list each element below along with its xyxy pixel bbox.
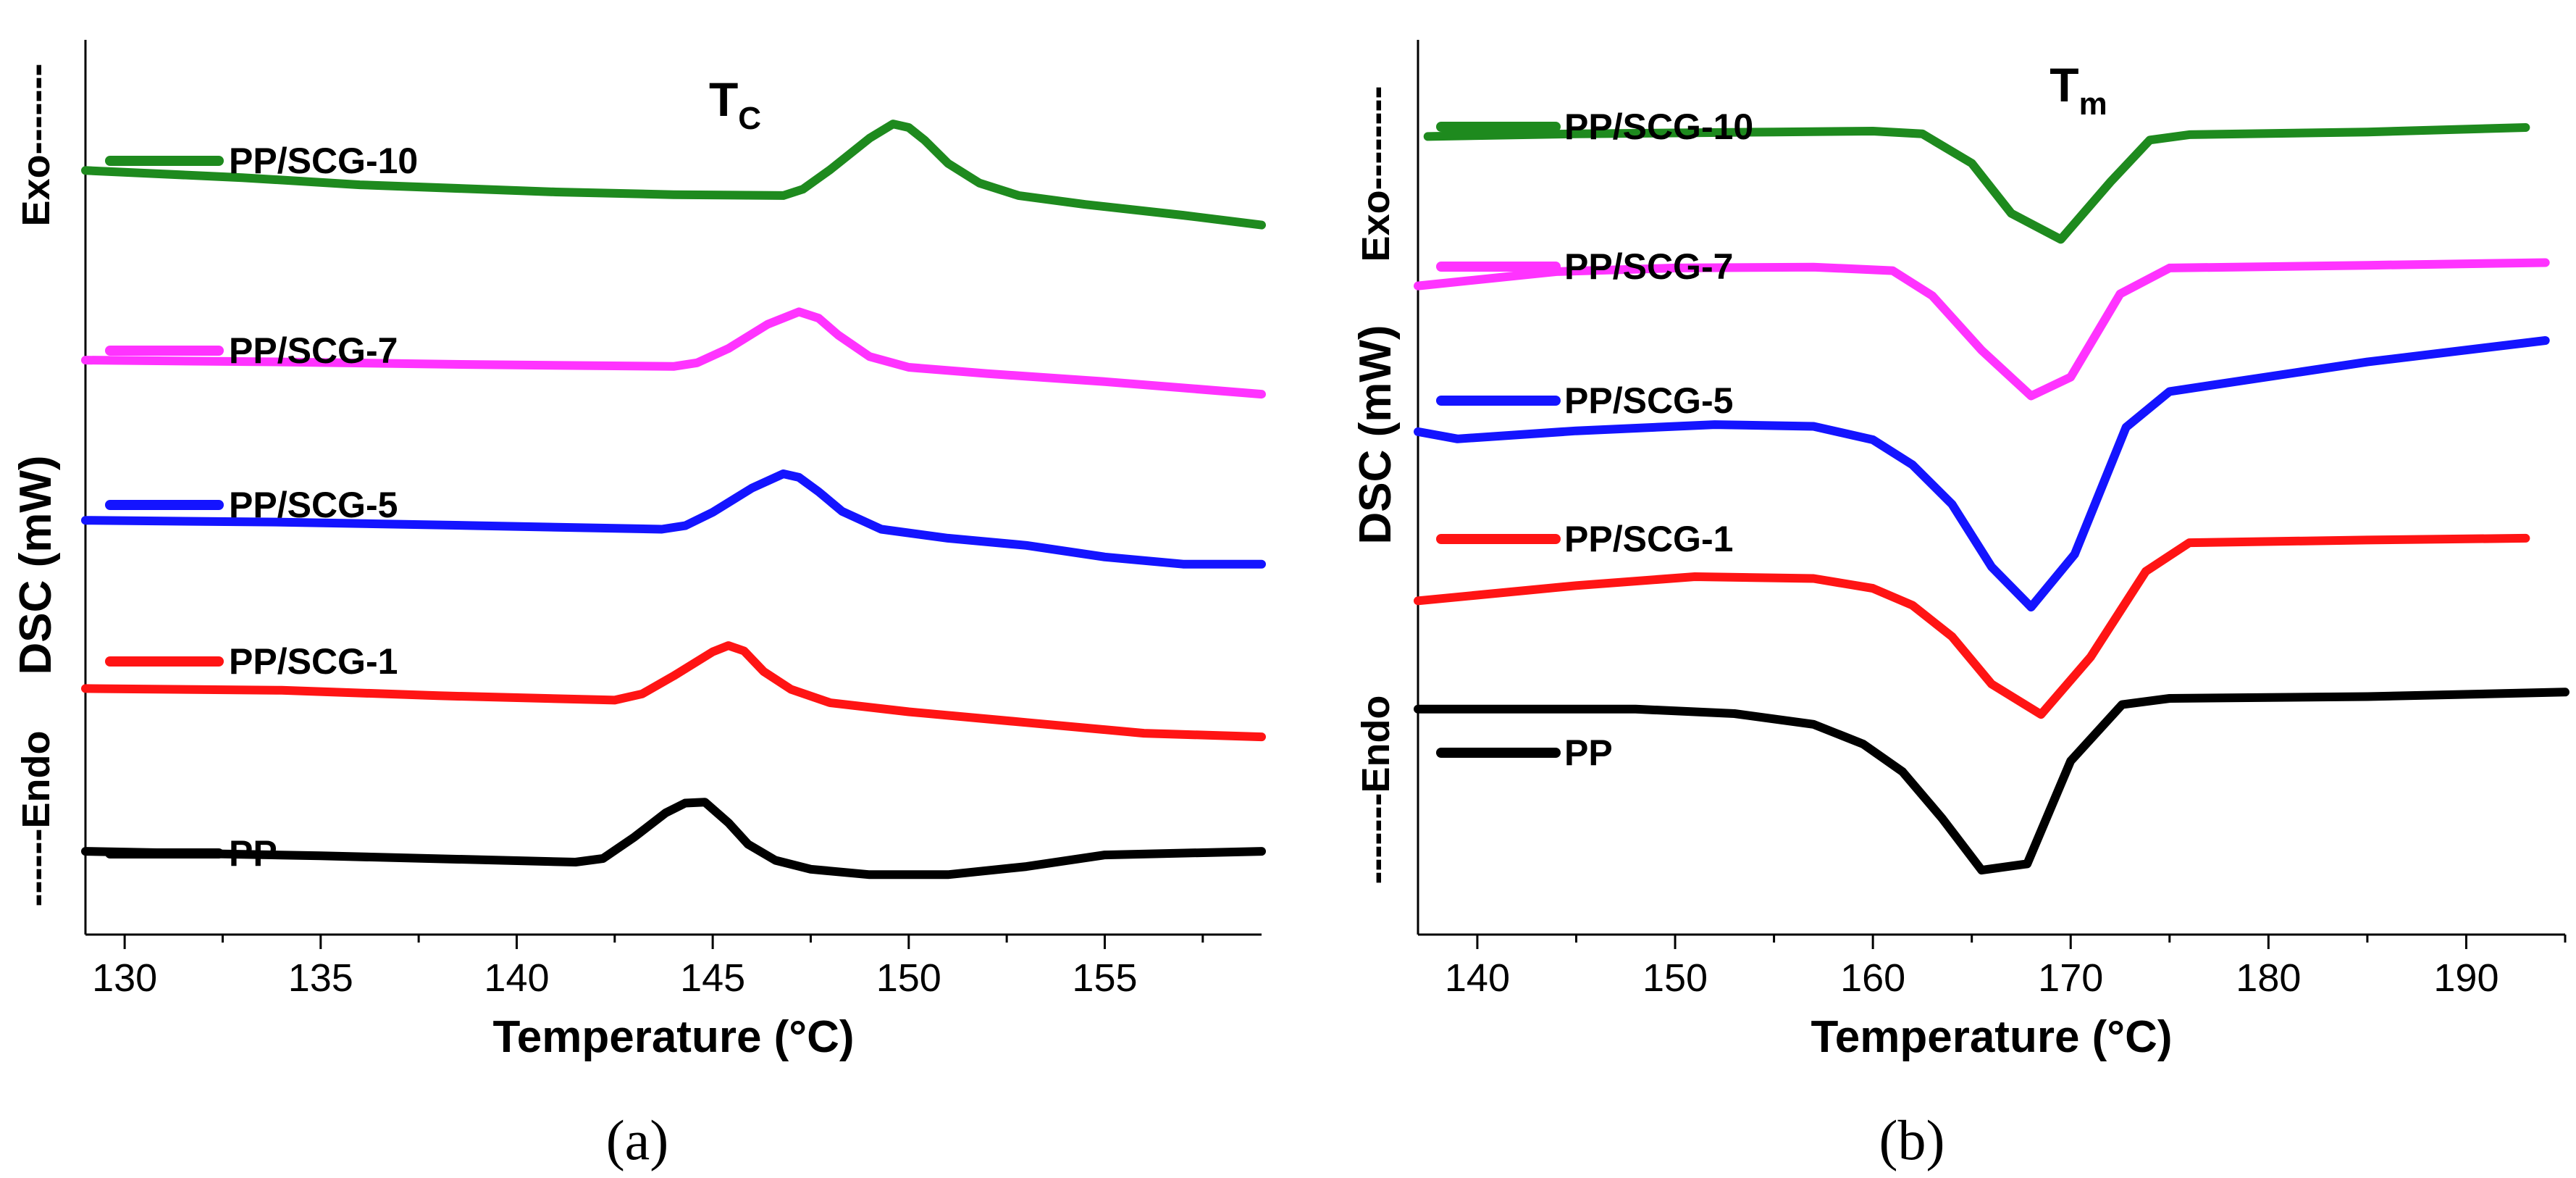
panel-b-x-tick-label: 150 (1642, 956, 1708, 1000)
panel-a-legend-label-pp-scg-1: PP/SCG-1 (229, 641, 398, 682)
panel-a-legend-label-pp-scg-10: PP/SCG-10 (229, 141, 418, 181)
panel-a-series-pp (81, 798, 1266, 880)
panel-b-exo-label: Exo-------- (1354, 86, 1398, 262)
panel-b-y-axis-title: DSC (mW) (1351, 325, 1401, 544)
panel-a-x-tick-label: 130 (92, 956, 157, 1000)
panel-a-x-axis-title: Temperature (°C) (492, 1012, 854, 1062)
panel-a-series-pp-scg-5 (81, 469, 1266, 569)
panel-b-x-tick-label: 140 (1445, 956, 1510, 1000)
panel-b-caption: (b) (1879, 1108, 1945, 1171)
panel-b-legend-label-pp-scg-1: PP/SCG-1 (1564, 519, 1733, 559)
panel-a-legend-label-pp-scg-5: PP/SCG-5 (229, 485, 398, 525)
panel-b-series-pp-scg-5 (1414, 336, 2550, 611)
panel-a-x-tick-label: 155 (1072, 956, 1137, 1000)
panel-b-x-axis-title: Temperature (°C) (1811, 1012, 2172, 1062)
panel-b-x-tick-label: 190 (2433, 956, 2499, 1000)
panel-a-caption: (a) (606, 1108, 669, 1171)
panel-a-series-pp-scg-1 (81, 641, 1266, 742)
panel-a-y-axis-title: DSC (mW) (11, 455, 61, 674)
panel-a-exo-label: Exo------- (14, 64, 58, 227)
panel-a-x-tick-label: 140 (484, 956, 549, 1000)
panel-b-x-tick-label: 170 (2038, 956, 2103, 1000)
panel-a-endo-label: ------Endo (14, 731, 58, 907)
panel-b-legend-label-pp-scg-10: PP/SCG-10 (1564, 106, 1753, 147)
panel-b-x-tick-label: 160 (1840, 956, 1905, 1000)
panel-b-title-subscript: m (2079, 86, 2107, 122)
panel-b-series-pp-scg-10 (1423, 123, 2530, 244)
panel-b-endo-label: -------Endo (1354, 695, 1398, 885)
panel-b-x-tick-label: 180 (2236, 956, 2301, 1000)
panel-a-x-tick-label: 135 (288, 956, 353, 1000)
panel-b-legend-label-pp-scg-7: PP/SCG-7 (1564, 246, 1733, 287)
panel-b-chart: 140 150 160 170 180 190 Temperature (°C) DSC (m… (1351, 40, 2569, 1171)
panel-a-x-tick-label: 145 (680, 956, 745, 1000)
panel-b-legend-label-pp: PP (1564, 732, 1613, 773)
panel-a-legend-label-pp: PP (229, 833, 277, 874)
panel-a-legend-label-pp-scg-7: PP/SCG-7 (229, 330, 398, 371)
panel-b-series-pp-scg-1 (1414, 533, 2530, 719)
panel-b-title: Tm (2050, 58, 2107, 122)
panel-b-legend-label-pp-scg-5: PP/SCG-5 (1564, 380, 1733, 421)
panel-a-series-pp-scg-10 (81, 120, 1266, 230)
panel-a-series-pp-scg-7 (81, 307, 1266, 399)
panel-b-series-pp-scg-7 (1414, 258, 2550, 401)
panel-a-chart: 130 135 140 145 150 155 Temperature (°C) DSC (m… (11, 40, 1266, 1171)
panel-a-title: TC (709, 72, 761, 136)
panel-b-series-pp (1414, 688, 2569, 875)
panel-a-title-subscript: C (738, 101, 761, 136)
panel-a-x-tick-label: 150 (876, 956, 941, 1000)
